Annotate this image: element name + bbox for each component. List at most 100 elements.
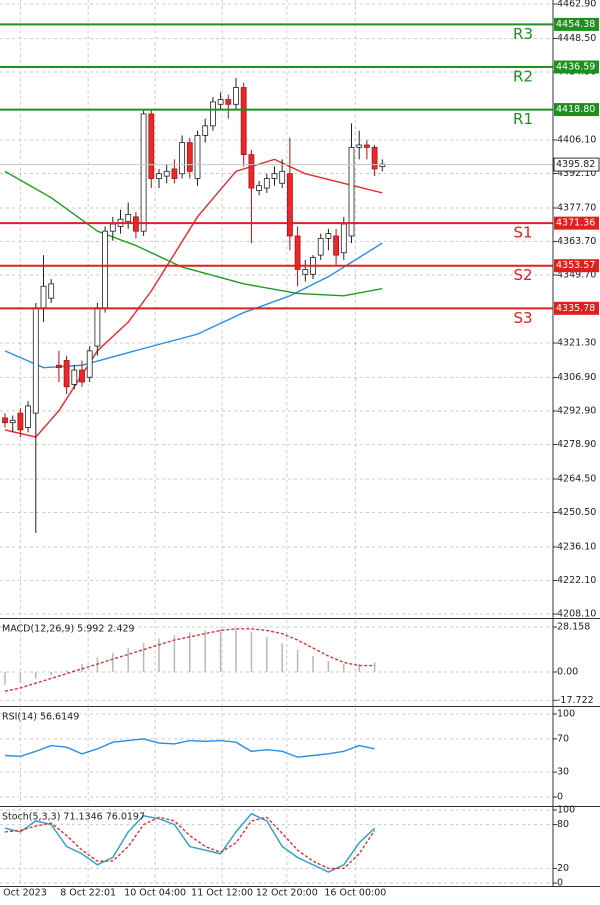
level-value: 4454.38 <box>556 19 595 30</box>
panel <box>0 620 553 705</box>
candle-body <box>94 307 101 347</box>
y-tick-label: 100 <box>557 708 575 719</box>
level-box <box>554 17 599 31</box>
x-tick-label: 10 Oct 04:00 <box>124 888 186 899</box>
y-tick-label: 30 <box>557 767 569 778</box>
last-price-box <box>553 157 600 172</box>
level-box <box>554 60 599 74</box>
candle-body <box>102 230 109 309</box>
candle-body <box>302 269 309 275</box>
candle-body <box>371 146 378 170</box>
candle-body <box>163 170 170 177</box>
level-name: R1 <box>513 110 533 128</box>
y-tick-label: 4448.50 <box>557 33 596 44</box>
panel <box>0 808 553 885</box>
x-tick-label: 6 Oct 2023 <box>0 888 47 899</box>
y-tick-label: -17.722 <box>557 695 594 706</box>
candle-body <box>217 99 224 105</box>
candle-body <box>17 412 24 431</box>
level-box <box>554 259 599 273</box>
candle-body <box>9 419 16 424</box>
candle-body <box>240 87 247 155</box>
candle-body <box>40 285 47 309</box>
candle-body <box>356 144 363 148</box>
candle-body <box>225 99 232 105</box>
line-series <box>4 170 383 297</box>
level-value: 4371.36 <box>556 218 595 229</box>
candle-body <box>317 237 324 256</box>
candle-body <box>186 142 193 172</box>
candle-body <box>194 135 201 179</box>
candle-body <box>256 185 262 191</box>
indicator-title: MACD(12,26,9) 5.992 2.429 <box>2 624 135 635</box>
candle-body <box>140 113 147 232</box>
level-name: S3 <box>513 309 532 327</box>
line-series <box>4 738 375 758</box>
level-name: R2 <box>513 67 533 85</box>
candle-body <box>56 364 62 369</box>
y-tick-label: 4236.10 <box>557 541 596 552</box>
y-tick-label: 4363.70 <box>557 236 596 247</box>
y-tick-label: 80 <box>557 819 569 830</box>
level-value: 4436.59 <box>556 61 595 72</box>
x-tick-label: 8 Oct 22:01 <box>60 888 116 899</box>
candle-body <box>263 178 270 189</box>
y-tick-label: 4321.30 <box>557 337 596 348</box>
candle-body <box>125 214 132 223</box>
y-tick-label: 0.00 <box>557 667 578 678</box>
y-tick-label: 4349.70 <box>557 269 596 280</box>
level-name: R3 <box>513 25 533 43</box>
candle-body <box>25 405 32 428</box>
candle-body <box>171 168 178 179</box>
level-box <box>554 301 599 315</box>
candle-body <box>109 223 116 232</box>
level-value: 4418.80 <box>556 104 595 115</box>
level-name: S1 <box>513 224 532 242</box>
y-tick-label: 4250.50 <box>557 507 596 518</box>
candle-body <box>71 369 78 385</box>
y-tick-label: 4278.90 <box>557 439 596 450</box>
candle-body <box>63 360 70 388</box>
candle-body <box>248 154 255 189</box>
candle-body <box>86 350 93 378</box>
x-tick-label: 12 Oct 20:00 <box>256 888 318 899</box>
x-tick-label: 11 Oct 12:00 <box>191 888 253 899</box>
level-name: S2 <box>513 266 532 284</box>
candle-body <box>156 173 162 179</box>
y-tick-label: 0 <box>557 792 563 803</box>
candle-body <box>286 173 293 237</box>
candle-body <box>233 87 239 105</box>
line-series <box>4 812 376 873</box>
candle-body <box>333 235 339 256</box>
level-box <box>554 103 599 117</box>
candle-body <box>294 235 301 270</box>
y-tick-label: 20 <box>557 863 569 874</box>
y-tick-label: 4222.10 <box>557 575 596 586</box>
candle-body <box>179 142 186 175</box>
candle-body <box>363 144 370 148</box>
level-value: 4353.57 <box>556 260 595 271</box>
candle-body <box>279 170 286 184</box>
candle-body <box>148 113 155 179</box>
indicator-title: Stoch(5,3,3) 71.1346 76.0197 <box>2 812 145 823</box>
y-tick-label: 4208.10 <box>557 608 596 619</box>
candle-body <box>340 223 347 254</box>
candle-body <box>32 307 39 414</box>
y-tick-label: 0 <box>557 878 563 889</box>
x-tick-label: 16 Oct 00:00 <box>324 888 386 899</box>
candle-body <box>202 125 209 136</box>
y-tick-label: 4306.90 <box>557 372 596 383</box>
y-tick-label: 4406.10 <box>557 134 596 145</box>
y-tick-label: 4392.10 <box>557 168 596 179</box>
candle-body <box>79 369 85 383</box>
line-series <box>4 158 383 438</box>
y-tick-label: 4377.70 <box>557 202 596 213</box>
candle-body <box>209 101 216 127</box>
candle-body <box>271 173 278 179</box>
candle-body <box>325 233 332 239</box>
line-series <box>4 242 383 369</box>
indicator-title: RSI(14) 56.6149 <box>2 712 79 723</box>
panel <box>0 708 553 805</box>
line-series <box>4 628 375 692</box>
